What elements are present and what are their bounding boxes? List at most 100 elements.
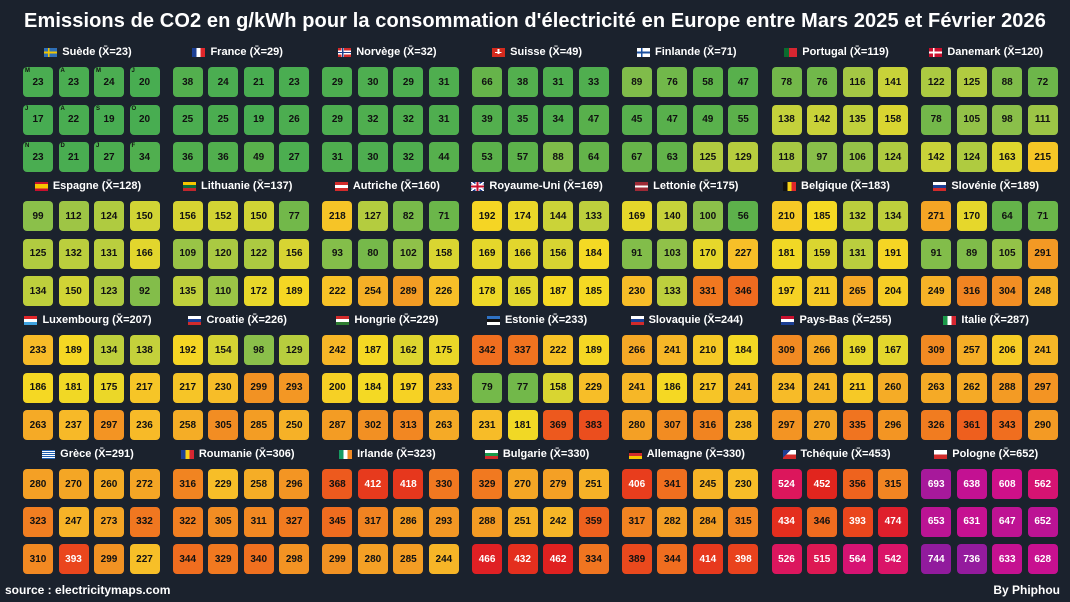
heatmap-cell: 191	[878, 238, 908, 269]
heatmap-cell: 184	[357, 372, 388, 403]
heatmap-cell: 290	[1027, 410, 1058, 440]
heatmap-cell: 271	[921, 201, 952, 231]
heatmap-cell: 47	[657, 104, 688, 135]
heatmap-cell: 98	[243, 335, 274, 365]
country-name: Suisse (X̄=49)	[510, 46, 583, 58]
source-note: source : electricitymaps.com	[5, 583, 171, 597]
country-name: Espagne (X̄=128)	[52, 180, 142, 192]
heatmap-cell: 227	[129, 544, 160, 574]
heatmap-cell: 210	[771, 201, 802, 231]
heatmap-cell: 633	[992, 544, 1023, 574]
country-name: Norvège (X̄=32)	[356, 46, 437, 58]
heatmap-cell: 299	[94, 544, 124, 574]
flag-icon	[180, 449, 194, 459]
country-panel: France (X̄=29) 38 24 21 23 25 25 19 26 36 36 49 27	[168, 44, 310, 172]
heatmap-cell: 166	[507, 238, 538, 269]
country-label: Royaume-Uni (X̄=169)	[467, 178, 607, 194]
heatmap-cell: 111	[1027, 104, 1058, 135]
heatmap-cell: 89	[956, 238, 987, 269]
heatmap-cell: 19	[243, 104, 274, 135]
country-label: Slovaquie (X̄=244)	[617, 312, 757, 328]
heatmap-cell: 44	[428, 142, 459, 172]
heatmap-cell: 125	[23, 238, 53, 269]
heatmap-cell: 236	[129, 410, 160, 440]
country-label: Grèce (X̄=291)	[18, 446, 158, 462]
heatmap-cell: 24 M	[94, 67, 124, 97]
heatmap-cell: 329	[472, 469, 503, 499]
heatmap-cell: 21 D	[58, 142, 89, 172]
heatmap-cell: 134	[878, 201, 908, 231]
heatmap-cell: 260	[878, 372, 908, 403]
heatmap-cell: 315	[878, 469, 908, 499]
country-name: Slovénie (X̄=189)	[951, 180, 1040, 192]
heatmap-cell: 452	[807, 469, 837, 499]
heatmap-cell: 184	[728, 335, 759, 365]
heatmap-cell: 158	[428, 238, 459, 269]
heatmap-cell: 23 N	[23, 142, 53, 172]
country-label: Luxembourg (X̄=207)	[18, 312, 158, 328]
heatmap-cell: 162	[393, 335, 424, 365]
month-letter: A	[60, 105, 65, 112]
heatmap-cell: 105	[956, 104, 987, 135]
country-panel: Lettonie (X̄=175) 169 140 100 56 91 103 170 227 2…	[617, 178, 759, 306]
flag-icon	[44, 47, 58, 57]
heatmap-cell: 245	[692, 469, 723, 499]
heatmap-cell: 542	[878, 544, 908, 574]
heatmap-cell: 474	[878, 506, 908, 537]
heatmap-cell: 289	[393, 276, 424, 306]
heatmap-cell: 215	[1027, 142, 1058, 172]
country-panel: Tchéquie (X̄=453) 524 452 356 315 434 346 393 47…	[767, 446, 908, 574]
heatmap-cell: 317	[357, 506, 388, 537]
country-name: Hongrie (X̄=229)	[354, 314, 439, 326]
heatmap-cell: 462	[543, 544, 574, 574]
flag-icon	[943, 315, 957, 325]
heatmap-cell: 299	[322, 544, 353, 574]
heatmap-cell: 103	[657, 238, 688, 269]
flag-icon	[933, 181, 947, 191]
heatmap-cell: 344	[657, 544, 688, 574]
heatmap-cell: 71	[1027, 201, 1058, 231]
heatmap-cell: 47	[578, 104, 609, 135]
heatmap-cell: 186	[23, 372, 53, 403]
heatmap-cell: 204	[878, 276, 908, 306]
heatmap-cell: 66	[472, 67, 503, 97]
country-label: Lithuanie (X̄=137)	[168, 178, 308, 194]
flag-icon	[934, 449, 948, 459]
heatmap-cell: 222	[543, 335, 574, 365]
country-name: Luxembourg (X̄=207)	[42, 314, 152, 326]
flag-icon	[188, 315, 202, 325]
country-panel: Irlande (X̄=323) 368 412 418 330 345 317 286 293…	[317, 446, 459, 574]
heatmap-cell: 144	[543, 201, 574, 231]
heatmap-cell: 241	[621, 372, 652, 403]
heatmap-cell: 241	[1027, 335, 1058, 365]
heatmap-cell: 298	[279, 544, 310, 574]
heatmap-cell: 313	[393, 410, 424, 440]
heatmap-cell: 631	[956, 506, 987, 537]
country-label: Autriche (X̄=160)	[317, 178, 457, 194]
heatmap-cell: 242	[543, 506, 574, 537]
country-name: Suède (X̄=23)	[62, 46, 132, 58]
heatmap-cell: 247	[58, 506, 89, 537]
heatmap-cell: 124	[94, 201, 124, 231]
heatmap-cell: 389	[621, 544, 652, 574]
flag-icon	[339, 449, 353, 459]
heatmap-cell: 241	[657, 335, 688, 365]
country-name: Croatie (X̄=226)	[206, 314, 287, 326]
country-label: Italie (X̄=287)	[916, 312, 1056, 328]
heatmap-cell: 35	[507, 104, 538, 135]
heatmap-cell: 383	[578, 410, 609, 440]
country-label: Allemagne (X̄=330)	[617, 446, 757, 462]
heatmap-cell: 105	[992, 238, 1023, 269]
heatmap-cell: 88	[992, 67, 1023, 97]
month-letter: J	[131, 68, 135, 74]
country-name: Belgique (X̄=183)	[801, 180, 890, 192]
heatmap-cell: 24	[208, 67, 239, 97]
heatmap-cell: 134	[23, 276, 53, 306]
flag-icon	[338, 47, 352, 57]
heatmap-cell: 166	[129, 238, 160, 269]
country-label: Suède (X̄=23)	[18, 44, 158, 60]
heatmap-cell: 335	[842, 410, 873, 440]
heatmap-cell: 211	[842, 372, 873, 403]
country-name: Roumanie (X̄=306)	[198, 448, 295, 460]
heatmap-cell: 230	[208, 372, 239, 403]
